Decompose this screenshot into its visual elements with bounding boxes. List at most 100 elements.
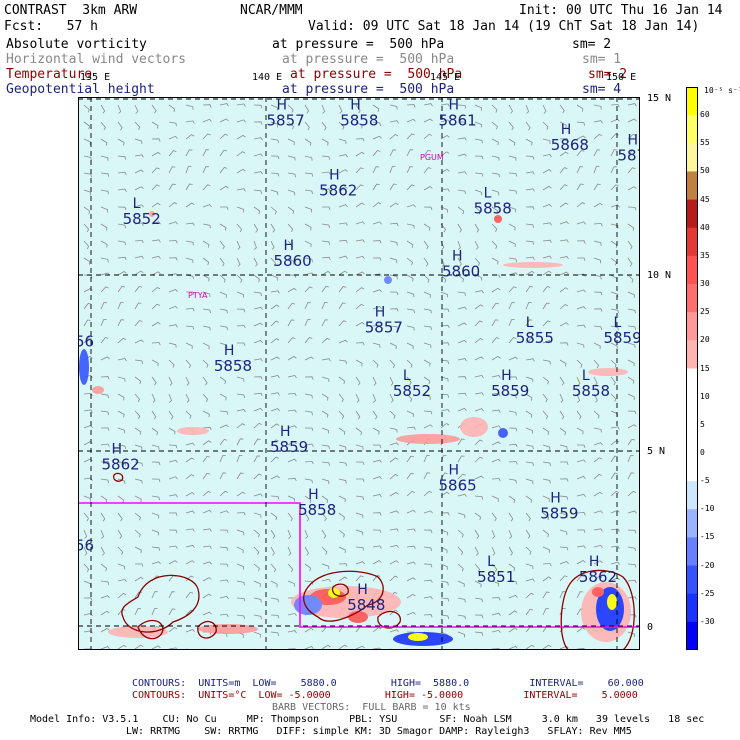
- wind-barb: [117, 529, 123, 539]
- model-info-1: Model Info: V3.5.1 CU: No Cu MP: Thompso…: [30, 714, 705, 725]
- wind-barb: [525, 512, 531, 522]
- wind-barb: [168, 221, 178, 225]
- wind-barb: [236, 423, 246, 429]
- wind-barb: [491, 441, 501, 446]
- high-center-marker: H: [308, 487, 319, 503]
- wind-barb: [542, 104, 547, 114]
- wind-barb: [627, 118, 637, 123]
- wind-barb: [253, 171, 263, 175]
- wind-barb: [117, 223, 126, 229]
- wind-barb: [423, 149, 432, 157]
- wind-barb: [423, 223, 431, 231]
- wind-barb: [593, 544, 603, 549]
- wind-barb: [100, 580, 110, 585]
- wind-barb: [372, 410, 378, 420]
- wind-barb: [185, 629, 195, 633]
- wind-barb: [508, 104, 513, 114]
- wind-barb: [100, 393, 109, 399]
- wind-barb: [593, 222, 603, 227]
- height-value-label: 5858: [298, 501, 336, 519]
- wind-barb: [559, 202, 569, 208]
- wind-barb: [491, 458, 501, 463]
- height-value-label: 5862: [579, 568, 617, 586]
- wind-barb: [525, 285, 533, 293]
- wind-barb: [474, 495, 484, 500]
- wind-barb: [508, 580, 518, 585]
- wind-barb: [270, 631, 279, 636]
- wind-barb: [168, 512, 178, 516]
- wind-barb: [474, 274, 482, 281]
- wind-barb: [304, 580, 314, 585]
- wind-barb: [627, 274, 634, 283]
- wind-barb: [542, 376, 549, 385]
- wind-barb: [610, 325, 619, 331]
- colorbar-segment: [686, 537, 698, 567]
- wind-barb: [202, 359, 209, 368]
- wind-barb: [185, 528, 195, 532]
- wind-barb: [610, 149, 618, 157]
- wind-barb: [219, 595, 229, 600]
- wind-barb: [508, 223, 516, 231]
- wind-barb: [219, 579, 229, 583]
- wind-barb: [287, 529, 292, 539]
- wind-barb: [372, 476, 382, 480]
- wind-barb: [423, 579, 433, 583]
- high-center-marker: H: [448, 463, 459, 479]
- wind-barb: [474, 172, 484, 177]
- wind-barb: [559, 167, 568, 174]
- wind-barb: [593, 325, 603, 330]
- wind-barb: [185, 240, 194, 246]
- wind-barb: [372, 393, 376, 403]
- colorbar-tick-label: 20: [700, 335, 710, 345]
- wind-barb: [389, 274, 398, 280]
- wind-barb: [185, 393, 190, 403]
- wind-barb: [389, 376, 394, 386]
- height-value-label: 5859: [603, 329, 640, 347]
- wind-barb: [338, 444, 347, 451]
- wind-barb: [100, 478, 109, 484]
- height-value-label: 5857: [267, 112, 305, 130]
- wind-barb: [610, 376, 616, 386]
- wind-barb: [270, 274, 278, 281]
- init-time: Init: 00 UTC Thu 16 Jan 14: [519, 3, 723, 18]
- wind-barb: [389, 149, 397, 157]
- wind-barb: [627, 455, 634, 463]
- wind-barb: [134, 529, 141, 538]
- wind-barb: [542, 529, 549, 538]
- wind-barb: [253, 274, 260, 283]
- high-center-marker: H: [284, 238, 295, 254]
- wind-barb: [372, 121, 381, 127]
- wind-barb: [287, 563, 294, 573]
- wind-barb: [440, 563, 448, 570]
- wind-barb: [151, 495, 160, 501]
- wind-barb: [321, 270, 331, 276]
- wind-barb: [542, 512, 550, 521]
- wind-barb: [542, 239, 552, 243]
- wind-barb: [253, 438, 261, 446]
- wind-barb: [83, 409, 93, 413]
- wind-barb: [100, 595, 110, 599]
- wind-barb: [457, 407, 467, 412]
- wind-barb: [270, 172, 280, 177]
- wind-barb: [423, 614, 433, 618]
- wind-barb: [406, 308, 415, 314]
- wind-barb: [440, 324, 450, 329]
- wind-barb: [542, 393, 548, 403]
- wind-barb: [304, 138, 312, 146]
- wind-barb: [474, 456, 483, 463]
- wind-barb: [542, 591, 550, 599]
- height-value-label: 5860: [442, 262, 480, 280]
- wind-barb: [559, 645, 569, 650]
- region-box: [78, 502, 640, 628]
- wind-barb: [389, 491, 399, 497]
- wind-barb: [321, 546, 328, 555]
- wind-barb: [525, 461, 534, 466]
- wind-barb: [457, 274, 465, 283]
- wind-barb: [440, 376, 449, 382]
- wind-barb: [237, 342, 246, 346]
- wind-barb: [321, 563, 330, 570]
- wind-barb: [389, 291, 399, 296]
- wind-barb: [525, 592, 534, 599]
- wind-barb: [287, 189, 296, 196]
- wind-barb: [440, 491, 450, 497]
